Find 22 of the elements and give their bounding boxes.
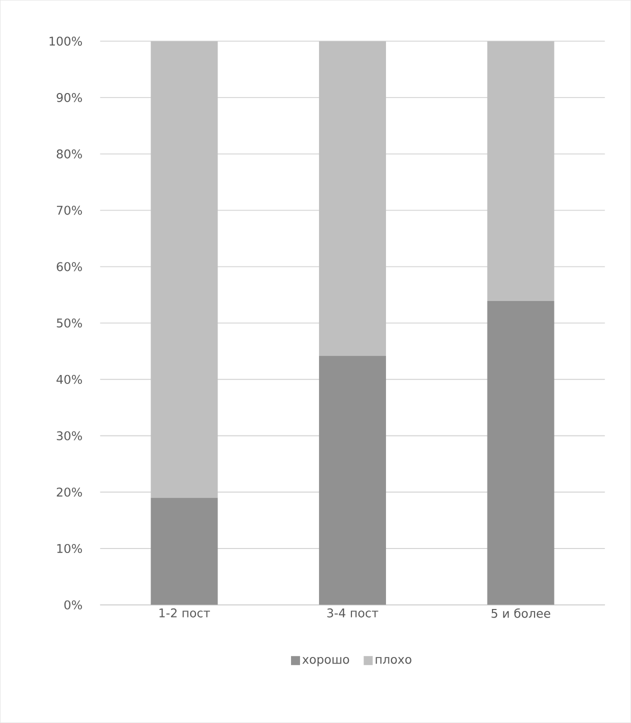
y-tick-label: 70% — [56, 206, 82, 215]
y-tick-label: 30% — [56, 431, 82, 440]
x-tick-label: 1-2 пост — [159, 608, 210, 618]
y-tick-label: 100% — [50, 36, 82, 46]
x-tick-label: 3-4 пост — [327, 608, 378, 618]
y-tick-label: 10% — [57, 544, 82, 554]
bar — [150, 498, 218, 605]
y-tick-label: 90% — [56, 93, 82, 102]
y-tick-label: 60% — [56, 262, 82, 272]
bar — [150, 41, 218, 498]
y-tick-label: 80% — [56, 149, 82, 158]
x-tick-label: 5 и более — [492, 608, 550, 618]
legend-label: хорошо — [302, 656, 350, 666]
legend-label: плохо — [376, 656, 412, 664]
y-tick-label: 40% — [56, 374, 82, 384]
y-tick-label: 50% — [56, 318, 82, 328]
bar — [319, 41, 386, 356]
y-tick-label: 20% — [56, 488, 82, 497]
bar — [487, 41, 554, 302]
bar — [487, 301, 554, 605]
y-tick-label: 0% — [64, 600, 82, 610]
bar — [319, 356, 386, 605]
